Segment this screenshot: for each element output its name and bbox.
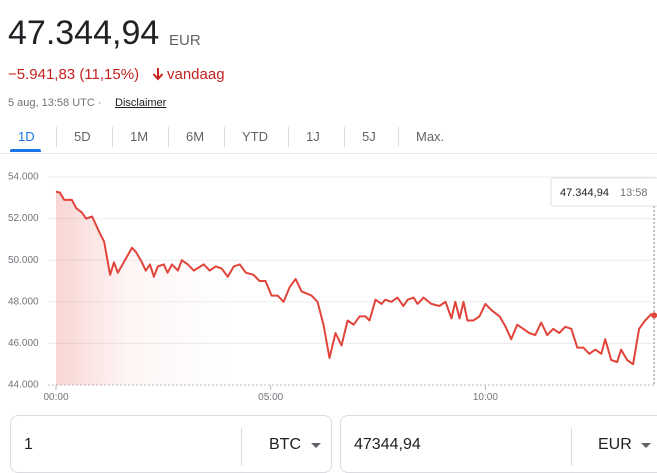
x-tick-label: 10:00 — [473, 392, 498, 403]
tab-separator — [344, 127, 345, 147]
tooltip-value: 47.344,94 — [560, 187, 609, 199]
separator — [571, 428, 572, 466]
change: −5.941,83 (11,15%) — [8, 66, 140, 83]
to-currency[interactable]: EUR — [598, 436, 632, 453]
tab[interactable]: 6M — [186, 129, 205, 144]
price: 47.344,94 — [8, 14, 160, 52]
tab[interactable]: YTD — [242, 129, 268, 144]
y-tick-label: 44.000 — [8, 380, 39, 391]
x-tick-label: 00:00 — [43, 392, 68, 403]
disclaimer-link[interactable]: Disclaimer — [115, 97, 167, 109]
divider — [0, 153, 657, 154]
tab-indicator — [10, 149, 41, 152]
y-tick-label: 46.000 — [8, 338, 39, 349]
end-dot — [651, 312, 657, 319]
dropdown-arrow[interactable] — [311, 443, 321, 448]
y-tick-label: 50.000 — [8, 255, 39, 266]
tooltip: 47.344,94 13:58 — [550, 177, 657, 207]
tab[interactable]: 5D — [74, 129, 91, 144]
y-tick-label: 52.000 — [8, 213, 39, 224]
down-arrow — [152, 68, 164, 81]
dropdown-arrow[interactable] — [641, 443, 651, 448]
x-tick-label: 05:00 — [258, 392, 283, 403]
from-field[interactable]: 1 BTC — [10, 415, 332, 473]
tooltip-box — [550, 177, 657, 207]
tab[interactable]: 1M — [130, 129, 149, 144]
price-line — [55, 190, 655, 366]
tab[interactable]: 5J — [362, 129, 376, 144]
tab-separator — [112, 127, 113, 147]
tab-separator — [398, 127, 399, 147]
tab[interactable]: Max. — [416, 129, 445, 144]
area — [56, 191, 655, 385]
to-field[interactable]: 47344,94 EUR — [340, 415, 657, 473]
tab-separator — [56, 127, 57, 147]
from-currency[interactable]: BTC — [269, 436, 301, 453]
tab-separator — [224, 127, 225, 147]
tab-separator — [168, 127, 169, 147]
y-tick-label: 54.000 — [8, 172, 39, 183]
tab[interactable]: 1D — [18, 129, 35, 144]
separator — [241, 428, 242, 466]
to-amount[interactable]: 47344,94 — [354, 436, 421, 453]
period: vandaag — [167, 66, 225, 83]
chart: 44.000 46.000 48.000 50.000 52.000 54.000 00:0… — [8, 172, 657, 403]
tab[interactable]: 1J — [306, 129, 320, 144]
timestamp: 5 aug, 13:58 UTC · — [8, 97, 102, 109]
tooltip-time: 13:58 — [620, 187, 648, 199]
tab-separator — [288, 127, 289, 147]
currency: EUR — [169, 32, 201, 49]
y-tick-label: 48.000 — [8, 296, 39, 307]
from-amount[interactable]: 1 — [24, 436, 33, 453]
